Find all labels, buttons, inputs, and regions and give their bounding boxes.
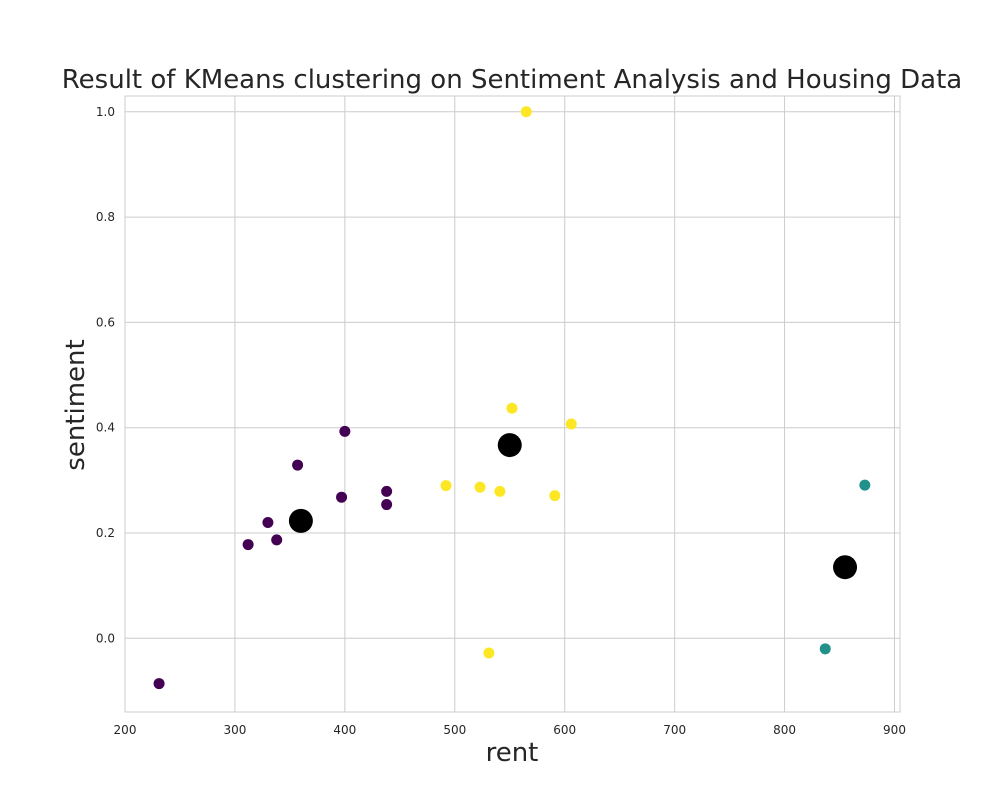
data-point-cluster-2 bbox=[440, 480, 452, 492]
y-axis-ticks: 0.0 0.2 0.4 0.6 0.8 1.0 bbox=[96, 105, 115, 645]
x-tick-label: 900 bbox=[883, 723, 906, 737]
data-point-cluster-0 bbox=[262, 516, 274, 528]
data-point-cluster-0 bbox=[336, 491, 348, 503]
y-tick-label: 1.0 bbox=[96, 105, 115, 119]
plot-border bbox=[124, 95, 901, 713]
data-point-cluster-1 bbox=[859, 479, 871, 491]
y-tick-label: 0.8 bbox=[96, 210, 115, 224]
centroid-points bbox=[288, 433, 858, 580]
data-point-cluster-2 bbox=[520, 106, 532, 118]
y-axis-label: sentiment bbox=[61, 339, 91, 470]
plot-frame bbox=[124, 95, 901, 713]
data-point-cluster-0 bbox=[292, 459, 304, 471]
x-tick-label: 200 bbox=[114, 723, 137, 737]
x-tick-label: 600 bbox=[553, 723, 576, 737]
data-point-cluster-0 bbox=[381, 485, 393, 497]
y-tick-label: 0.0 bbox=[96, 631, 115, 645]
y-tick-label: 0.4 bbox=[96, 421, 115, 435]
centroid-point bbox=[497, 433, 522, 458]
data-point-cluster-2 bbox=[565, 418, 577, 430]
data-point-cluster-0 bbox=[242, 539, 254, 551]
data-point-cluster-0 bbox=[339, 425, 351, 437]
y-tick-label: 0.6 bbox=[96, 315, 115, 329]
data-point-cluster-1 bbox=[819, 643, 831, 655]
data-point-cluster-2 bbox=[506, 402, 518, 414]
x-tick-label: 500 bbox=[443, 723, 466, 737]
data-point-cluster-2 bbox=[483, 647, 495, 659]
centroid-point bbox=[833, 555, 858, 580]
data-point-cluster-0 bbox=[381, 499, 393, 511]
x-axis-ticks: 200 300 400 500 600 700 800 900 bbox=[114, 723, 906, 737]
data-point-cluster-2 bbox=[549, 490, 561, 502]
data-point-cluster-0 bbox=[271, 534, 283, 546]
x-tick-label: 300 bbox=[223, 723, 246, 737]
x-tick-label: 800 bbox=[773, 723, 796, 737]
data-point-cluster-0 bbox=[153, 678, 165, 690]
data-point-cluster-2 bbox=[494, 485, 506, 497]
data-point-cluster-2 bbox=[474, 481, 486, 493]
x-axis-label: rent bbox=[486, 738, 539, 768]
data-points bbox=[153, 106, 871, 690]
grid bbox=[124, 96, 900, 712]
y-tick-label: 0.2 bbox=[96, 526, 115, 540]
x-tick-label: 700 bbox=[663, 723, 686, 737]
chart-title: Result of KMeans clustering on Sentiment… bbox=[62, 65, 962, 95]
centroid-point bbox=[288, 508, 313, 533]
x-tick-label: 400 bbox=[333, 723, 356, 737]
